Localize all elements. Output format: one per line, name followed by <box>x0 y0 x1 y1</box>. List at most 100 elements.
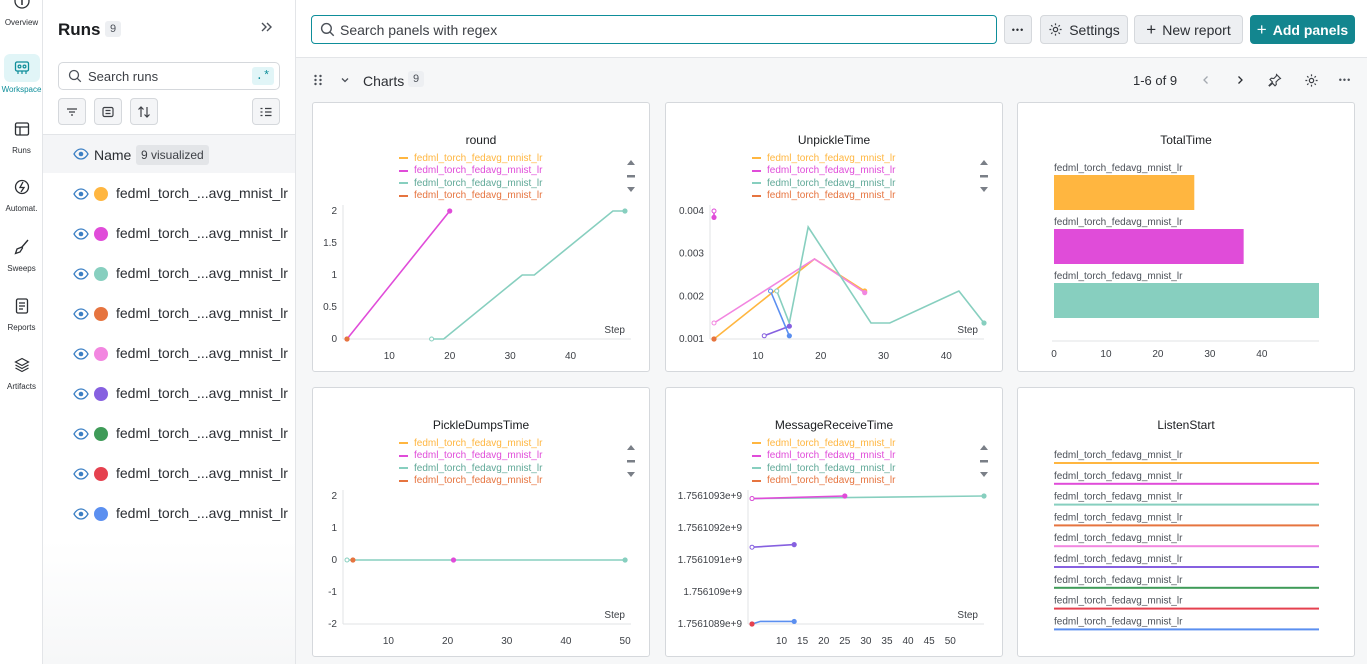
drag-handle-icon[interactable] <box>313 74 323 86</box>
series-point[interactable] <box>344 557 350 563</box>
run-color-dot[interactable] <box>94 187 108 201</box>
bar[interactable] <box>1054 586 1319 589</box>
eye-icon[interactable] <box>73 388 89 400</box>
columns-button[interactable] <box>252 98 280 125</box>
run-row[interactable]: fedml_torch_...avg_mnist_lr <box>43 454 295 494</box>
series-point[interactable] <box>842 493 848 499</box>
series-point[interactable] <box>429 336 435 342</box>
nav-reports[interactable]: Reports <box>0 297 43 332</box>
section-title[interactable]: Charts <box>363 73 405 89</box>
legend-scroll-control[interactable] <box>978 158 990 203</box>
run-color-dot[interactable] <box>94 347 108 361</box>
scroll-thumb[interactable] <box>627 175 635 178</box>
bar[interactable] <box>1054 175 1195 210</box>
run-color-dot[interactable] <box>94 227 108 241</box>
search-runs-input[interactable] <box>88 67 248 85</box>
series-line[interactable] <box>776 224 985 326</box>
arrow-down-icon[interactable] <box>627 187 635 192</box>
arrow-down-icon[interactable] <box>980 187 988 192</box>
pin-button[interactable] <box>1266 71 1284 89</box>
next-page-button[interactable] <box>1231 71 1249 89</box>
eye-icon[interactable] <box>73 508 89 520</box>
run-row[interactable]: fedml_torch_...avg_mnist_lr <box>43 294 295 334</box>
panel-unpickletime[interactable]: UnpickleTime 0.001 0.002 0.003 0.004 10 20 30 40… <box>665 102 1003 372</box>
arrow-up-icon[interactable] <box>980 445 988 450</box>
series-point[interactable] <box>711 214 717 220</box>
regex-toggle-button[interactable]: .* <box>252 67 274 85</box>
prev-page-button[interactable] <box>1197 71 1215 89</box>
series-line[interactable] <box>751 620 795 625</box>
bar[interactable] <box>1054 524 1319 527</box>
run-color-dot[interactable] <box>94 427 108 441</box>
run-row[interactable]: fedml_torch_...avg_mnist_lr <box>43 414 295 454</box>
bar[interactable] <box>1054 462 1319 464</box>
group-button[interactable] <box>94 98 122 125</box>
eye-icon[interactable] <box>73 428 89 440</box>
panel-messagereceivetime[interactable]: MessageReceiveTime 1.7561089e+9 1.756109e+… <box>665 387 1003 657</box>
series-line[interactable] <box>769 290 791 337</box>
settings-button[interactable]: Settings <box>1040 15 1128 44</box>
run-color-dot[interactable] <box>94 267 108 281</box>
collapse-panel-button[interactable] <box>256 20 276 40</box>
bar[interactable] <box>1054 503 1319 506</box>
run-name[interactable]: fedml_torch_...avg_mnist_lr <box>116 345 288 361</box>
nav-overview[interactable]: Overview <box>0 0 43 27</box>
series-point[interactable] <box>447 208 453 214</box>
series-point[interactable] <box>749 621 755 627</box>
scroll-thumb[interactable] <box>627 460 635 463</box>
eye-icon[interactable] <box>73 148 89 160</box>
series-point[interactable] <box>622 557 628 563</box>
series-point[interactable] <box>786 333 792 339</box>
arrow-up-icon[interactable] <box>627 445 635 450</box>
series-point[interactable] <box>749 496 755 502</box>
run-row[interactable]: fedml_torch_...avg_mnist_lr <box>43 494 295 534</box>
name-column-header[interactable]: Name <box>94 147 132 163</box>
bar[interactable] <box>1054 482 1319 485</box>
nav-sweeps[interactable]: Sweeps <box>0 238 43 273</box>
run-name[interactable]: fedml_torch_...avg_mnist_lr <box>116 225 288 241</box>
series-point[interactable] <box>622 208 628 214</box>
bar[interactable] <box>1054 628 1319 631</box>
eye-icon[interactable] <box>73 348 89 360</box>
series-line[interactable] <box>713 258 866 324</box>
run-row[interactable]: fedml_torch_...avg_mnist_lr <box>43 214 295 254</box>
nav-workspace[interactable]: Workspace <box>0 54 43 94</box>
series-line[interactable] <box>431 210 625 340</box>
panel-pickledumpstime[interactable]: PickleDumpsTime -2 -1 0 1 2 10 20 30 40 50 Step fedm… <box>312 387 650 657</box>
series-point[interactable] <box>711 336 717 342</box>
run-name[interactable]: fedml_torch_...avg_mnist_lr <box>116 385 288 401</box>
scroll-thumb[interactable] <box>980 175 988 178</box>
legend-scroll-control[interactable] <box>625 158 637 203</box>
run-name[interactable]: fedml_torch_...avg_mnist_lr <box>116 505 288 521</box>
section-more-button[interactable]: ••• <box>1338 75 1352 85</box>
eye-icon[interactable] <box>73 228 89 240</box>
more-options-button[interactable]: ••• <box>1004 15 1032 44</box>
run-row[interactable]: fedml_torch_...avg_mnist_lr <box>43 334 295 374</box>
run-row[interactable]: fedml_torch_...avg_mnist_lr <box>43 254 295 294</box>
series-point[interactable] <box>981 493 987 499</box>
series-point[interactable] <box>344 336 350 342</box>
legend-scroll-control[interactable] <box>625 443 637 488</box>
run-color-dot[interactable] <box>94 387 108 401</box>
series-line[interactable] <box>751 543 795 548</box>
bar[interactable] <box>1054 545 1319 548</box>
run-name[interactable]: fedml_torch_...avg_mnist_lr <box>116 465 288 481</box>
run-color-dot[interactable] <box>94 467 108 481</box>
arrow-down-icon[interactable] <box>980 472 988 477</box>
section-settings-button[interactable] <box>1302 71 1320 89</box>
series-line[interactable] <box>346 210 451 340</box>
run-color-dot[interactable] <box>94 307 108 321</box>
arrow-up-icon[interactable] <box>980 160 988 165</box>
panel-totaltime[interactable]: TotalTime fedml_torch_fedavg_mnist_lr fedm… <box>1017 102 1355 372</box>
series-point[interactable] <box>711 208 717 214</box>
series-point[interactable] <box>749 544 755 550</box>
arrow-up-icon[interactable] <box>627 160 635 165</box>
arrow-down-icon[interactable] <box>627 472 635 477</box>
scroll-thumb[interactable] <box>980 460 988 463</box>
bar[interactable] <box>1054 283 1319 318</box>
run-row[interactable]: fedml_torch_...avg_mnist_lr <box>43 174 295 214</box>
series-point[interactable] <box>774 288 780 294</box>
eye-icon[interactable] <box>73 308 89 320</box>
panel-search-input[interactable] <box>340 21 980 39</box>
series-point[interactable] <box>350 557 356 563</box>
